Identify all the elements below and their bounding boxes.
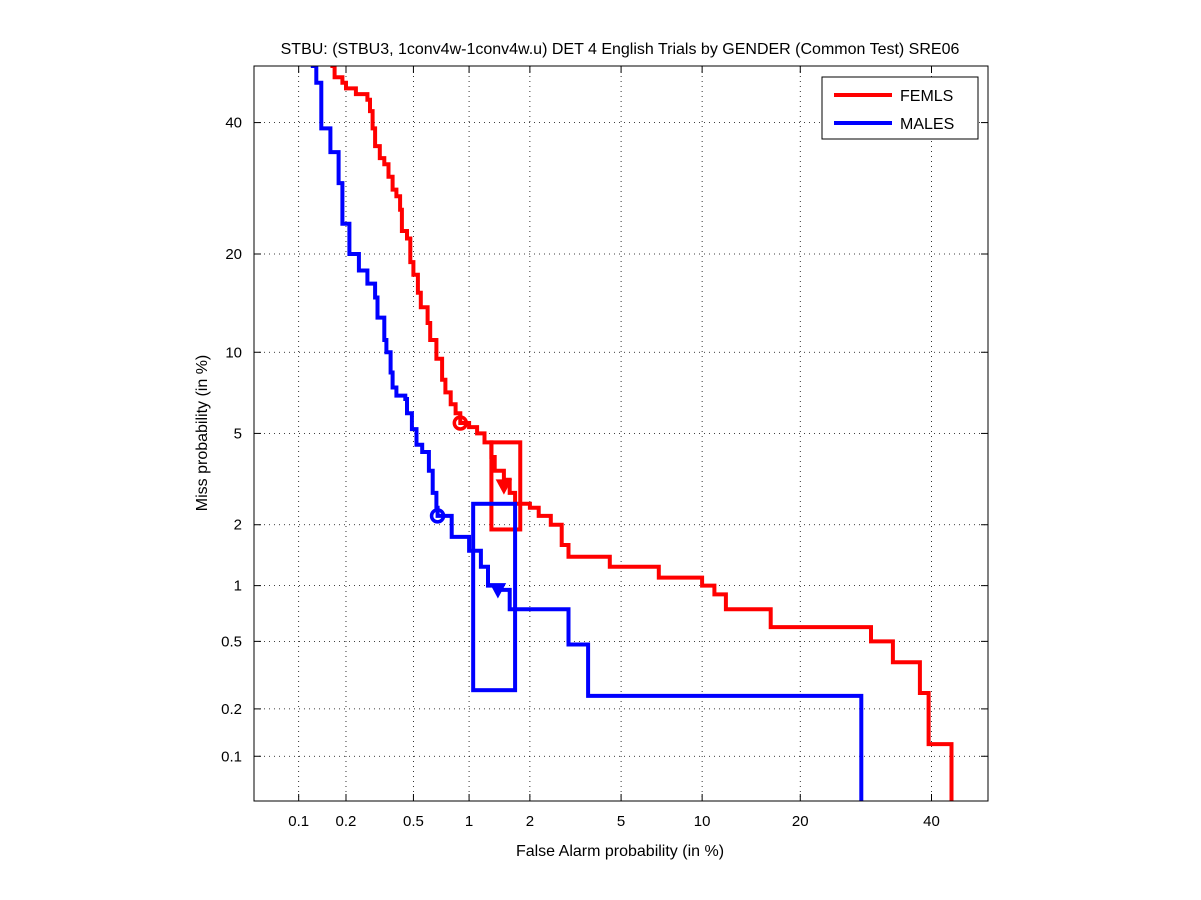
confidence-box-femls	[489, 440, 523, 532]
min-dcf-marker-femls	[495, 479, 513, 495]
legend-box	[821, 76, 979, 140]
y-tick-label: 40	[225, 115, 242, 132]
x-tick-label: 0.5	[403, 813, 424, 830]
ticks: 0.1 0.2 0.5 1 2 5 10 20 40 0.1 0.2 0.5 1 2 5 10 20 40	[221, 66, 988, 830]
y-tick-label: 5	[234, 425, 242, 442]
y-tick-label: 2	[234, 517, 242, 534]
x-tick-label: 0.1	[288, 813, 309, 830]
x-tick-label: 20	[792, 813, 809, 830]
y-tick-label: 0.1	[221, 748, 242, 765]
legend-label-males: MALES	[900, 116, 954, 133]
act-dcf-marker-femls	[452, 415, 469, 431]
x-tick-label: 1	[465, 813, 473, 830]
plot-area	[254, 66, 988, 801]
x-tick-label: 40	[923, 813, 940, 830]
x-axis-label: False Alarm probability (in %)	[516, 843, 724, 860]
y-tick-label: 10	[225, 344, 242, 361]
y-tick-label: 0.5	[221, 633, 242, 650]
x-tick-label: 10	[694, 813, 711, 830]
x-tick-label: 0.2	[336, 813, 357, 830]
y-axis-label: Miss probability (in %)	[194, 355, 211, 511]
series-clip-group	[310, 66, 954, 801]
y-tick-label: 0.2	[221, 701, 242, 718]
x-tick-label: 2	[526, 813, 534, 830]
legend: FEMLS MALES	[821, 76, 979, 140]
confidence-box-males	[471, 501, 518, 693]
act-dcf-marker-males	[429, 508, 446, 524]
series-layer	[310, 66, 954, 801]
legend-label-femls: FEMLS	[900, 88, 953, 105]
chart-title: STBU: (STBU3, 1conv4w-1conv4w.u) DET 4 E…	[281, 41, 960, 58]
min-dcf-marker-males	[489, 583, 507, 599]
y-tick-label: 1	[234, 578, 242, 595]
y-tick-label: 20	[225, 246, 242, 263]
x-tick-label: 5	[617, 813, 625, 830]
